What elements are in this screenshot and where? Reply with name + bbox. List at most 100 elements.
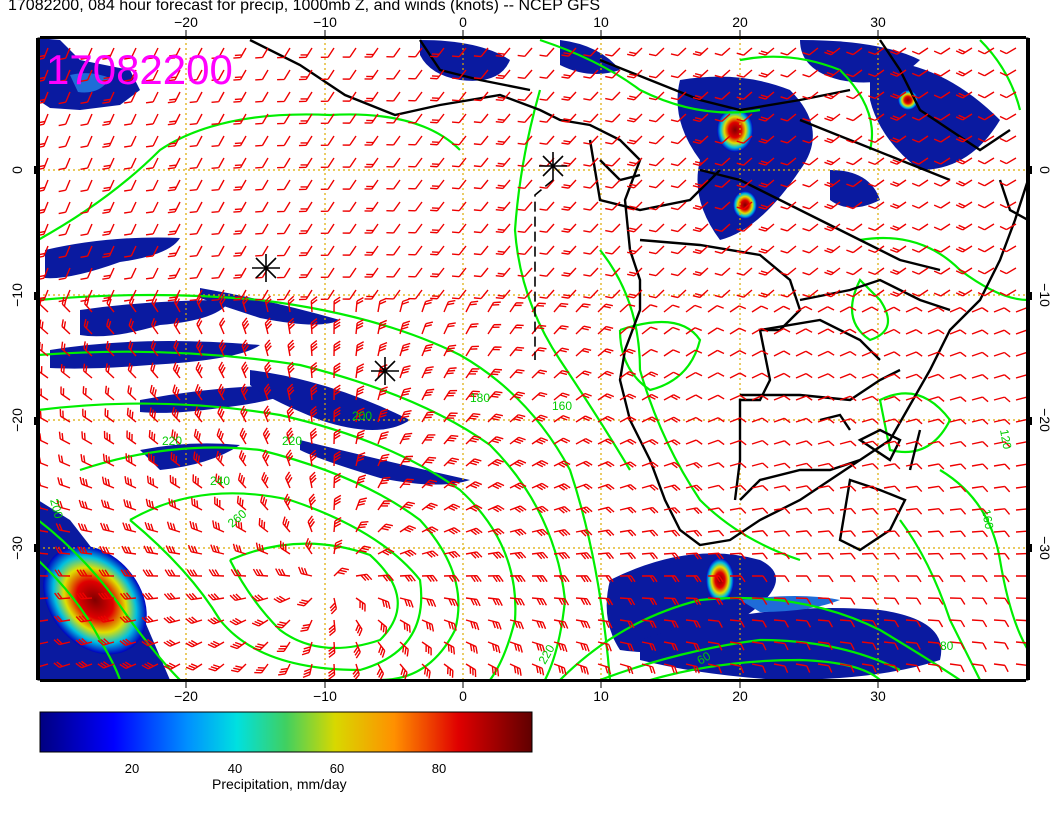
wind-barb xyxy=(889,135,907,143)
wind-barb xyxy=(575,597,592,606)
wind-barb xyxy=(310,383,318,401)
wind-barb xyxy=(583,47,599,57)
wind-barb xyxy=(949,619,966,628)
wind-barb xyxy=(553,437,571,445)
wind-barb xyxy=(509,619,524,630)
wind-barb xyxy=(229,617,247,626)
wind-barb xyxy=(377,341,388,357)
wind-barb xyxy=(189,135,203,148)
wind-barb xyxy=(802,47,819,56)
wind-barb xyxy=(641,575,658,583)
wind-barb xyxy=(692,69,709,79)
wind-barb xyxy=(386,91,401,102)
wind-barb xyxy=(663,597,680,606)
wind-barb xyxy=(889,201,907,209)
wind-barb xyxy=(999,157,1017,165)
wind-barb xyxy=(911,223,929,231)
wind-barb xyxy=(773,552,790,560)
wind-barb xyxy=(430,245,445,256)
wind-barb xyxy=(342,157,357,168)
wind-barb xyxy=(386,47,401,58)
wind-barb xyxy=(905,552,922,560)
wind-barb xyxy=(163,592,181,600)
wind-barb xyxy=(517,47,533,58)
wind-barb xyxy=(751,575,768,583)
wind-barb xyxy=(707,304,724,313)
wind-barb xyxy=(233,135,247,147)
wind-barb xyxy=(780,179,797,188)
wind-barb xyxy=(487,551,505,559)
wind-barb xyxy=(333,567,349,577)
wind-barb xyxy=(883,507,901,515)
wind-barb xyxy=(839,507,857,515)
wind-barb xyxy=(641,304,658,313)
wind-barb xyxy=(60,386,71,401)
wind-barb xyxy=(195,361,203,379)
wind-barb xyxy=(100,522,115,533)
wind-barb xyxy=(233,201,247,213)
wind-barb xyxy=(150,340,159,357)
wind-barb xyxy=(386,223,401,234)
wind-barb xyxy=(495,47,511,58)
wind-barb xyxy=(386,289,401,300)
wind-barb xyxy=(773,507,791,515)
wind-barb xyxy=(58,245,71,259)
wind-barb xyxy=(993,619,1010,628)
wind-barb xyxy=(561,245,577,255)
wind-barb xyxy=(883,306,901,313)
wind-barb xyxy=(279,540,291,555)
wind-barb xyxy=(75,637,93,646)
wind-barb xyxy=(839,306,857,313)
wind-barb xyxy=(328,663,336,680)
wind-barb xyxy=(119,638,137,647)
wind-barb xyxy=(430,69,445,80)
wind-barb xyxy=(333,340,341,357)
wind-barb xyxy=(927,306,945,313)
wind-barb xyxy=(999,135,1017,143)
wind-barb xyxy=(451,201,467,212)
wind-barb xyxy=(751,641,767,651)
lon-label: 30 xyxy=(870,14,886,30)
wind-barb xyxy=(955,91,973,99)
wind-barb xyxy=(553,663,567,676)
wind-barb xyxy=(167,289,181,302)
wind-barb xyxy=(473,91,489,102)
wind-barb xyxy=(300,619,313,632)
wind-barb xyxy=(999,201,1017,209)
wind-barb xyxy=(663,304,680,313)
wind-barb xyxy=(399,574,416,582)
wind-barb xyxy=(98,592,115,600)
wind-barb xyxy=(81,431,93,445)
wind-barb xyxy=(80,135,93,149)
wind-barb xyxy=(977,113,995,121)
wind-barb xyxy=(58,223,71,237)
wind-barb xyxy=(692,201,709,211)
wind-barb xyxy=(575,460,593,467)
wind-barb xyxy=(264,317,273,335)
wind-barb xyxy=(377,641,386,658)
wind-barb xyxy=(124,47,137,60)
wind-barb xyxy=(443,457,459,467)
wind-barb xyxy=(575,392,592,401)
wind-barb xyxy=(999,179,1017,187)
wind-barb xyxy=(235,519,247,533)
lat-label: −10 xyxy=(1037,283,1053,307)
wind-barb xyxy=(193,451,203,467)
wind-barb xyxy=(861,373,879,379)
wind-barb xyxy=(539,223,555,233)
wind-barb xyxy=(39,297,49,313)
wind-barb xyxy=(277,267,291,279)
wind-barb xyxy=(333,494,342,511)
wind-barb xyxy=(751,530,769,537)
wind-barb xyxy=(59,409,71,423)
wind-barb xyxy=(561,201,577,211)
wind-barb xyxy=(255,223,269,235)
wind-barb xyxy=(949,373,967,380)
wind-barb xyxy=(120,569,137,577)
wind-barb xyxy=(80,91,93,105)
wind-barb xyxy=(104,408,115,423)
wind-barb xyxy=(287,361,295,379)
wind-barb xyxy=(933,91,951,99)
wind-barb xyxy=(102,91,115,104)
wind-barb xyxy=(509,414,526,423)
